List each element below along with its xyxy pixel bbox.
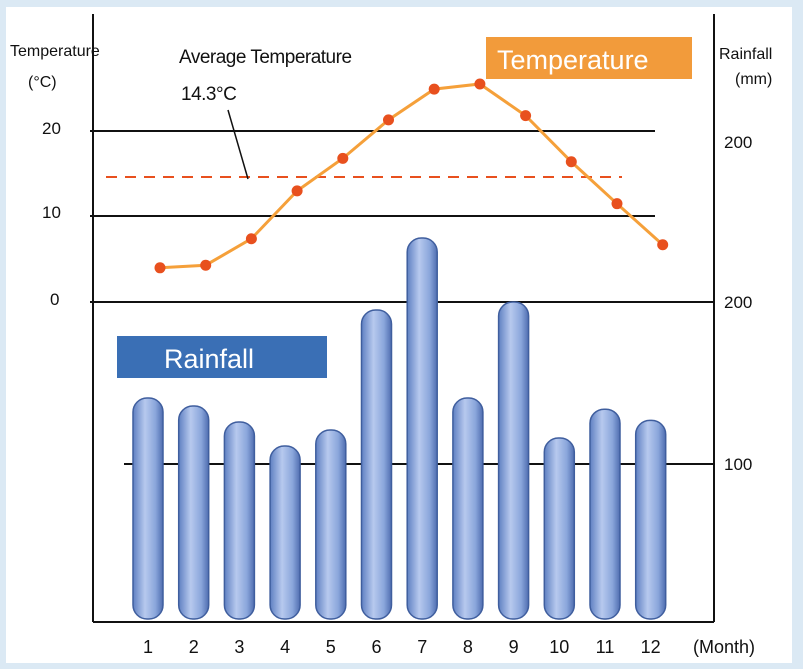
left-tick-10: 10 (42, 203, 61, 222)
temperature-point-8 (474, 78, 486, 90)
temperature-point-12 (657, 239, 669, 251)
rainfall-bar-6 (360, 309, 393, 620)
rainfall-bar-10 (543, 437, 576, 620)
rainfall-bar-9 (497, 301, 530, 620)
annotation-average-label: Average Temperature (179, 47, 352, 68)
x-tick-label-8: 8 (463, 637, 473, 657)
annotation-leader-line (227, 109, 249, 180)
x-tick-label-6: 6 (371, 637, 381, 657)
x-tick-label-4: 4 (280, 637, 290, 657)
rainfall-bar-12 (634, 419, 667, 620)
rainfall-bar-4 (269, 445, 301, 620)
rainfall-bar-1 (132, 397, 164, 620)
legend-rainfall-label: Rainfall (164, 344, 254, 374)
rainfall-bar-7 (406, 237, 438, 620)
rainfall-bar-8 (452, 397, 484, 620)
x-tick-label-5: 5 (326, 637, 336, 657)
temperature-point-5 (337, 152, 349, 164)
temperature-line (159, 82, 664, 270)
x-axis-unit-label: (Month) (693, 637, 755, 657)
right-tick-100: 100 (724, 455, 752, 474)
temperature-point-3 (245, 233, 257, 245)
legend-rainfall-badge (117, 336, 327, 378)
x-tick-label-2: 2 (189, 637, 199, 657)
temperature-point-11 (611, 198, 623, 210)
temperature-point-6 (383, 114, 394, 126)
rainfall-bars (132, 237, 667, 620)
right-axis-label-line1: Rainfall (719, 46, 772, 63)
rainfall-bar-3 (223, 421, 256, 620)
temperature-point-4 (291, 185, 303, 197)
temperature-point-2 (200, 259, 212, 271)
right-axis-label-line2: (mm) (735, 71, 772, 88)
x-tick-label-1: 1 (143, 637, 153, 657)
temperature-series (154, 78, 669, 274)
left-axis-label-line2: (°C) (28, 74, 57, 91)
left-axis-label-line1: Temperature (10, 43, 100, 60)
x-tick-label-7: 7 (417, 637, 427, 657)
x-tick-label-11: 11 (596, 637, 615, 657)
x-tick-label-12: 12 (641, 637, 661, 657)
x-tick-label-10: 10 (549, 637, 569, 657)
rainfall-bar-2 (177, 405, 210, 620)
right-tick-200-upper: 200 (724, 133, 752, 152)
rainfall-bar-5 (315, 429, 347, 620)
x-axis-labels: 1 2 3 4 5 6 7 8 9 10 11 12 (143, 637, 661, 657)
temperature-point-9 (520, 110, 532, 122)
rainfall-bar-11 (589, 408, 621, 620)
legend-temperature-badge (486, 37, 692, 79)
grid-lines (90, 14, 715, 623)
left-tick-20: 20 (42, 119, 61, 138)
x-tick-label-9: 9 (509, 637, 519, 657)
annotation-average-value: 14.3°C (181, 84, 236, 105)
temperature-point-1 (154, 262, 166, 274)
x-tick-label-3: 3 (234, 637, 244, 657)
left-tick-0: 0 (50, 290, 59, 309)
right-tick-200: 200 (724, 293, 752, 312)
temperature-point-10 (565, 156, 577, 168)
temperature-point-7 (428, 83, 440, 95)
legend-temperature-label: Temperature (497, 45, 649, 75)
